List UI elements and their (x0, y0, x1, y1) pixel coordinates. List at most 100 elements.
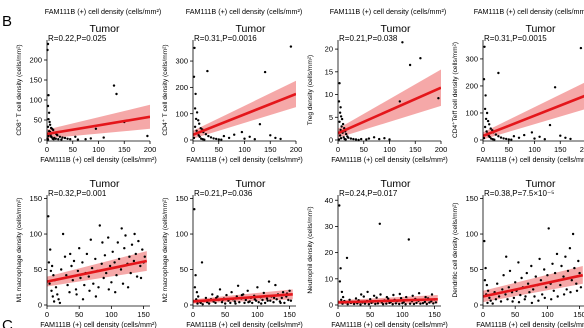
data-point (484, 266, 487, 270)
data-point (246, 289, 249, 292)
data-point (49, 135, 53, 138)
data-point (548, 123, 552, 127)
data-point (543, 138, 546, 141)
data-point (58, 135, 62, 138)
data-point (485, 130, 488, 133)
data-point (541, 293, 544, 296)
data-point (553, 271, 557, 275)
data-point (530, 131, 534, 134)
stat-label: R=0.31,P=0.0015 (484, 34, 547, 43)
data-point (267, 280, 271, 283)
data-point (94, 127, 98, 130)
y-tick-label: 50 (34, 116, 42, 125)
x-tick-label: 50 (366, 310, 374, 319)
data-point (201, 303, 204, 306)
data-point (90, 266, 94, 270)
x-tick-label: 150 (283, 310, 296, 319)
x-tick-label: 0 (336, 145, 340, 154)
data-point (194, 274, 197, 277)
data-point (49, 269, 53, 273)
data-point (394, 302, 398, 305)
data-point (229, 301, 232, 305)
x-axis-label: FAM111B (+) cell density (cells/mm²) (331, 155, 448, 164)
data-point (524, 295, 527, 298)
data-point (408, 63, 412, 67)
top-xlabel: FAM111B (+) cell density (cells/mm²) (474, 7, 584, 16)
data-point (47, 134, 50, 138)
x-tick-label: 50 (221, 310, 229, 319)
data-point (575, 289, 579, 292)
x-axis-label: FAM111B (+) cell density (cells/mm²) (40, 320, 157, 328)
data-point (46, 125, 50, 128)
data-point (483, 107, 487, 111)
data-point (132, 259, 136, 263)
data-point (212, 137, 215, 140)
data-point (54, 137, 57, 140)
data-point (115, 92, 118, 96)
data-point (483, 279, 487, 282)
data-point (578, 271, 581, 275)
data-point (50, 289, 53, 292)
data-point (374, 302, 377, 306)
data-point (538, 135, 541, 138)
x-tick-label: 100 (92, 145, 105, 154)
data-point (533, 295, 536, 298)
y-tick-label: 0 (184, 301, 188, 310)
data-point (225, 293, 228, 297)
data-point (289, 299, 293, 302)
data-point (407, 238, 410, 241)
data-point (344, 138, 347, 141)
data-point (238, 301, 241, 304)
data-point (263, 301, 267, 305)
confidence-band (47, 104, 150, 139)
data-point (117, 257, 121, 261)
data-point (240, 293, 244, 297)
fit-line (193, 293, 293, 303)
data-point (217, 138, 220, 141)
data-point (505, 255, 508, 258)
data-point (92, 282, 95, 285)
top-xlabel: FAM111B (+) cell density (cells/mm²) (330, 7, 447, 16)
data-point (523, 298, 526, 301)
data-point (338, 111, 342, 114)
data-point (484, 117, 488, 121)
data-point (347, 136, 350, 139)
data-point (105, 271, 108, 275)
data-point (69, 138, 72, 141)
data-point (70, 264, 73, 268)
data-point (204, 133, 208, 136)
data-point (366, 290, 369, 294)
data-point (392, 293, 395, 297)
data-point (52, 128, 55, 132)
data-point (369, 298, 372, 301)
data-point (66, 283, 69, 287)
data-point (71, 279, 75, 282)
data-point (499, 136, 503, 139)
scatter-panel: 0 50 100 150 200 0 100 200 300 TumorR=0.31,P=0.00… (452, 23, 584, 164)
data-point (52, 274, 55, 277)
data-point (354, 297, 358, 300)
bottom-panel-label: C (2, 317, 13, 328)
x-axis-label: FAM111B (+) cell density (cells/mm²) (186, 155, 303, 164)
x-tick-label: 100 (541, 310, 554, 319)
data-point (113, 261, 116, 264)
data-point (483, 239, 486, 243)
data-point (339, 106, 342, 109)
data-point (547, 227, 550, 230)
data-point (514, 281, 517, 284)
data-point (119, 268, 123, 271)
data-point (551, 262, 554, 265)
data-point (530, 264, 533, 268)
data-point (534, 275, 537, 278)
data-point (195, 291, 199, 294)
data-point (568, 247, 572, 250)
data-point (570, 279, 573, 282)
x-axis-label: FAM111B (+) cell density (cells/mm²) (331, 320, 448, 328)
y-axis-label: M2 macrophage density (cells/mm²) (162, 198, 169, 303)
data-point (72, 259, 76, 263)
data-point (66, 137, 69, 140)
data-point (102, 136, 105, 139)
data-point (398, 100, 401, 103)
data-point (362, 295, 365, 298)
data-point (69, 252, 72, 256)
